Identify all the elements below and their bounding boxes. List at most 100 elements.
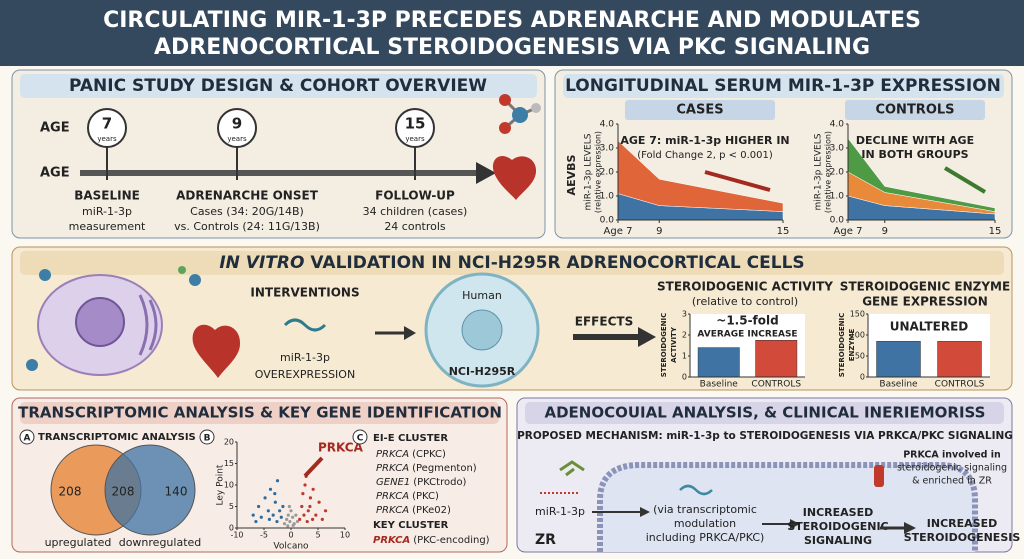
title-rest: VALIDATION IN NCI-H295R ADRENOCORTICAL C… xyxy=(310,253,804,273)
modulation-text: modulation xyxy=(674,517,736,530)
point xyxy=(320,517,324,522)
annotation: IN BOTH GROUPS xyxy=(861,148,968,161)
chart-enzyme: 0 50 100 150 Baseline CONTROLS STEROIDOGENIC EN… xyxy=(838,310,990,390)
x-label: Volcano xyxy=(273,542,309,552)
y-tick-label: 1.0 xyxy=(600,192,615,202)
gene: PRKCA xyxy=(376,463,409,474)
age-label: AGE xyxy=(40,166,70,181)
gene: PRKCA xyxy=(376,449,409,460)
panel-title-bar xyxy=(20,74,537,98)
arrow-head xyxy=(638,327,656,347)
unit: years xyxy=(227,135,247,143)
y-tick-label: 2.0 xyxy=(600,168,615,178)
x-tick-label: 15 xyxy=(777,226,790,237)
panel-title: ADENOCOUIAL ANALYSIS, & CLINICAL INERIEM… xyxy=(545,404,986,422)
point xyxy=(273,500,277,504)
x-tick-label: 15 xyxy=(989,226,1002,237)
title-line: CIRCULATING MIR-1-3P PRECEDES ADRENARCHE… xyxy=(103,8,921,33)
gene: PRKCA xyxy=(376,505,409,516)
point xyxy=(273,492,277,496)
annotation: AGE 7: miR-1-3p HIGHER IN xyxy=(620,134,789,147)
outcome-text: INCREASED xyxy=(927,517,997,530)
x-tick-label: CONTROLS xyxy=(935,380,985,390)
annotation-arrow xyxy=(943,166,987,194)
venn-label: downregulated xyxy=(119,536,202,549)
x-tick-label: Baseline xyxy=(879,380,918,390)
side-label: AEVBS xyxy=(565,155,578,196)
chart-activity: 0 1 2 3 Baseline CONTROLS STEROIDOGENIC ACTIVIT… xyxy=(660,310,805,390)
y-tick-label: 15 xyxy=(224,459,234,468)
y-tick-label: 2.0 xyxy=(830,168,845,178)
treatment: OVEREXPRESSION xyxy=(255,368,355,381)
y-tick-label: 0.0 xyxy=(600,216,615,226)
point xyxy=(278,509,282,513)
age: 7 xyxy=(102,115,112,133)
venn-label: upregulated xyxy=(45,536,112,549)
letter-circle xyxy=(19,429,35,445)
chart-subtitle: (relative to control) xyxy=(692,295,798,308)
y-tick-label: 0 xyxy=(229,524,234,533)
panel-title-bar xyxy=(20,251,1004,275)
subpanel-title: CONTROLS xyxy=(875,103,954,118)
outcome-text: STEROIDOGENESIS xyxy=(904,531,1021,544)
modulation-text: including PRKCA/PKC) xyxy=(646,531,765,544)
key-cluster-title: KEY CLUSTER xyxy=(373,520,449,531)
x-tick-label: -10 xyxy=(230,531,243,540)
point xyxy=(306,509,310,513)
cluster-item: PRKCA (CPKC) xyxy=(376,449,446,460)
effects-label: EFFECTS xyxy=(575,315,633,329)
molecule-icon xyxy=(499,94,541,134)
arrow-head xyxy=(404,326,416,340)
interventions-label: INTERVENTIONS xyxy=(250,286,359,300)
y-tick-label: 2 xyxy=(682,331,687,340)
point xyxy=(286,524,290,528)
gene: PRKCA xyxy=(376,491,409,502)
age: 9 xyxy=(232,115,242,133)
point xyxy=(303,483,307,487)
subpanel-title: TRANSCRIPTOMIC ANALYSIS xyxy=(38,432,196,443)
zone-label: ZR xyxy=(535,532,556,548)
signaling-text: STEROIDOGENIC xyxy=(787,520,888,533)
heart-icon xyxy=(192,324,241,378)
cluster-list: PRKCA (CPKC)PRKCA (Pegmenton)GENE1 (PKCtrod… xyxy=(376,449,477,516)
prkca-note: steroidogenic signaling xyxy=(897,463,1007,474)
point xyxy=(302,513,306,517)
point xyxy=(317,500,321,504)
x-tick-label: 9 xyxy=(656,226,662,237)
point xyxy=(291,515,295,519)
treatment: miR-1-3p xyxy=(280,351,330,364)
y-tick-label: 0 xyxy=(860,373,865,382)
point xyxy=(282,522,287,526)
x-tick-label: CONTROLS xyxy=(751,380,801,390)
timepoint-detail: 24 controls xyxy=(384,220,446,233)
timepoint-detail: vs. Controls (24: 11G/13B) xyxy=(174,220,320,233)
x-tick-label: -5 xyxy=(260,531,268,540)
chart-title: STEROIDOGENIC ACTIVITY xyxy=(657,280,833,294)
bar xyxy=(755,340,798,378)
timepoint-detail: 34 children (cases) xyxy=(363,205,468,218)
title-line: ADRENOCORTICAL STEROIDOGENESIS VIA PKC S… xyxy=(154,35,870,60)
point xyxy=(281,504,285,509)
point xyxy=(251,513,255,517)
timepoint-detail: measurement xyxy=(69,220,146,233)
panel-title-bar xyxy=(563,74,1004,98)
cell-label: NCI-H295R xyxy=(449,365,516,378)
venn-count: 140 xyxy=(165,485,188,499)
y-label: STEROIDOGENIC xyxy=(660,313,668,377)
x-tick-label: 5 xyxy=(315,531,320,540)
point xyxy=(308,504,312,509)
cluster-item: GENE1 (PKCtrodo) xyxy=(376,477,467,488)
annotation: (Fold Change 2, p < 0.001) xyxy=(637,150,773,161)
panel-title: IN VITRO VALIDATION IN NCI-H295R ADRENOCO… xyxy=(219,253,804,273)
timepoint-detail: Cases (34: 20G/14B) xyxy=(190,205,304,218)
heart-icon xyxy=(492,155,537,200)
subpanel-title-bar xyxy=(625,100,775,120)
bar xyxy=(876,341,921,378)
signaling-text: INCREASED xyxy=(803,506,873,519)
mirna-icon xyxy=(283,318,327,332)
panel-letter: B xyxy=(204,434,211,444)
timepoint: 15 years FOLLOW-UP 34 children (cases) 2… xyxy=(363,108,468,233)
x-tick-label: 9 xyxy=(882,226,888,237)
point xyxy=(285,517,289,522)
